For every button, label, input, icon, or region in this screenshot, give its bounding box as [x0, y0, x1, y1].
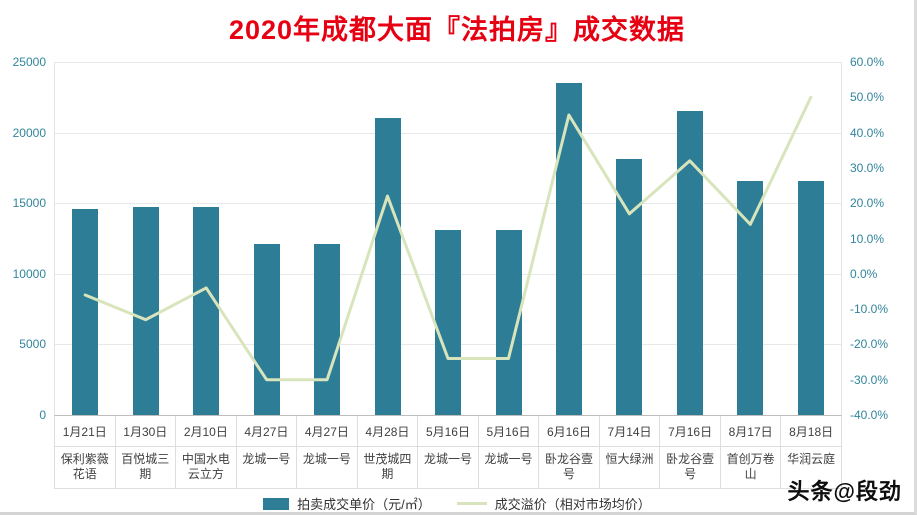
x-label-cell: 6月16日卧龙谷壹号 [539, 416, 600, 489]
bar-slot [297, 62, 357, 415]
x-label-name: 卧龙谷壹号 [545, 452, 594, 481]
x-label-name: 恒大绿洲 [605, 452, 654, 466]
x-label-name: 龙城一号 [242, 452, 291, 466]
x-label-date: 5月16日 [478, 416, 539, 447]
chart-title: 2020年成都大面『法拍房』成交数据 [228, 15, 686, 45]
x-label-cell: 1月21日保利紫薇花语 [54, 416, 116, 489]
left-axis-tick: 5000 [19, 337, 46, 352]
x-label-name: 卧龙谷壹号 [666, 452, 715, 481]
bar-slot [115, 62, 175, 415]
right-axis-tick: 0.0% [850, 266, 878, 281]
x-label-cell: 7月14日恒大绿洲 [599, 416, 661, 489]
x-label-cell: 8月18日华润云庭 [781, 416, 842, 489]
x-label-name: 龙城一号 [302, 452, 351, 466]
left-axis-tick: 25000 [12, 55, 46, 69]
x-label-name: 华润云庭 [787, 452, 836, 466]
x-label-date: 7月14日 [599, 416, 660, 447]
right-axis-tick: 10.0% [850, 231, 885, 246]
x-label-date: 2月10日 [176, 416, 236, 447]
premium-line [83, 95, 813, 382]
x-label-cell: 4月28日世茂城四期 [357, 416, 419, 489]
x-label-name: 中国水电云立方 [181, 452, 230, 481]
legend-bar-swatch [263, 497, 290, 510]
plot-area [54, 62, 842, 416]
x-axis-labels: 1月21日 保利紫薇花语 1月30日 百悦城三期 2月10日 中国水电云立方 4月27日 龙城… [54, 415, 842, 489]
left-y-axis: 0 5000 10000 15000 20000 25000 [0, 55, 54, 422]
x-label-date: 7月16日 [660, 416, 720, 447]
x-label-date: 4月28日 [357, 416, 418, 447]
right-axis-tick: -30.0% [850, 372, 889, 387]
bar [314, 244, 341, 415]
x-label-cell: 4月27日龙城一号 [297, 416, 358, 489]
bar-series [55, 62, 841, 415]
bar-slot [236, 62, 296, 415]
watermark: 头条@段劲 [787, 479, 902, 504]
x-label-date: 4月27日 [236, 416, 297, 447]
right-axis-tick: -20.0% [850, 337, 889, 352]
bar [193, 207, 220, 415]
right-y-axis: -40.0% -30.0% -20.0% -10.0% 0.0% 10.0% 20.0% 30… [842, 55, 906, 422]
bar-slot [418, 62, 478, 415]
x-label-date: 8月17日 [720, 416, 781, 447]
bar-slot [781, 62, 841, 415]
x-label-name: 龙城一号 [484, 452, 533, 466]
bar [797, 180, 824, 415]
bar-slot [357, 62, 417, 415]
x-label-name: 保利紫薇花语 [60, 452, 109, 481]
x-label-cell: 5月16日龙城一号 [418, 416, 479, 489]
x-label-cell: 8月17日首创万卷山 [720, 416, 782, 489]
gridline [55, 203, 841, 205]
gridline [55, 415, 841, 416]
bar [72, 208, 99, 415]
legend-line-label: 成交溢价（相对市场均价） [494, 497, 651, 512]
left-axis-tick: 10000 [12, 266, 46, 281]
x-label-date: 1月30日 [115, 416, 176, 447]
bar [555, 83, 582, 415]
x-label-cell: 5月16日龙城一号 [478, 416, 540, 489]
x-label-date: 8月18日 [781, 416, 841, 447]
gridline [55, 132, 841, 134]
x-label-cell: 2月10日中国水电云立方 [176, 416, 237, 489]
legend-bar-label: 拍卖成交单价（元/㎡） [297, 497, 431, 512]
left-axis-tick: 15000 [12, 196, 46, 211]
bar-slot [176, 62, 236, 415]
right-axis-tick: 20.0% [850, 196, 885, 211]
x-label-name: 首创万卷山 [726, 452, 775, 481]
bar-slot [539, 62, 599, 415]
bar-slot [720, 62, 780, 415]
x-label-cell: 4月27日龙城一号 [236, 416, 298, 489]
x-label-date: 5月16日 [418, 416, 478, 447]
bar [374, 118, 401, 415]
x-label-cell: 7月16日卧龙谷壹号 [660, 416, 721, 489]
x-label-name: 龙城一号 [423, 452, 472, 466]
legend-line-swatch [456, 502, 487, 505]
right-axis-tick: -40.0% [850, 408, 889, 422]
x-label-date: 6月16日 [539, 416, 599, 447]
bar-slot [55, 62, 115, 415]
x-label-name: 世茂城四期 [363, 452, 412, 481]
line-series [83, 95, 813, 382]
x-label-date: 1月21日 [55, 416, 115, 447]
bar [132, 207, 159, 415]
right-axis-tick: 30.0% [850, 160, 885, 175]
right-axis-tick: -10.0% [850, 302, 889, 317]
left-axis-tick: 0 [39, 408, 46, 422]
bar [737, 180, 764, 415]
x-label-cell: 1月30日百悦城三期 [115, 416, 177, 489]
right-axis-tick: 50.0% [850, 90, 885, 105]
right-axis-tick: 40.0% [850, 125, 885, 140]
x-label-date: 4月27日 [297, 416, 357, 447]
bar [253, 244, 280, 415]
gridline [55, 62, 841, 63]
right-axis-tick: 60.0% [850, 55, 885, 69]
bar [435, 230, 462, 415]
x-label-name: 百悦城三期 [121, 452, 170, 481]
legend: 拍卖成交单价（元/㎡） 成交溢价（相对市场均价） [0, 494, 914, 513]
left-axis-tick: 20000 [12, 125, 46, 140]
chart-area: 0 5000 10000 15000 20000 25000 -40.0% -30.0% -2… [0, 55, 914, 422]
